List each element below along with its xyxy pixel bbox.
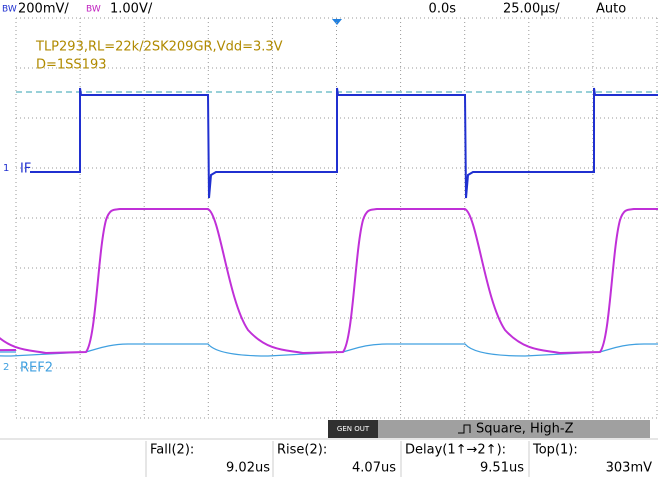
scope-screen: BW 200mV/ BW 1.00V/ 0.0s 25.00µs/ Auto T… <box>0 0 658 477</box>
measurements: Fall(2): 9.02us Rise(2): 4.07us Delay(1↑→2↑)… <box>146 441 652 477</box>
ref-label: REF2 <box>20 361 53 376</box>
gen-setting: Square, High-Z <box>476 422 574 437</box>
ch2-trace <box>0 209 658 353</box>
measurement-value: 9.02us <box>226 461 270 476</box>
ch1-bw: BW <box>2 5 17 15</box>
scope-display: BW 200mV/ BW 1.00V/ 0.0s 25.00µs/ Auto T… <box>0 0 658 477</box>
graticule <box>16 18 658 418</box>
ch1-label: IF <box>20 162 31 177</box>
time-scale: 25.00µs/ <box>503 2 560 17</box>
trigger-mode: Auto <box>596 2 626 17</box>
annotation: D=1SS193 <box>36 58 107 73</box>
measurement-label: Delay(1↑→2↑): <box>405 443 506 458</box>
ch2-bw: BW <box>86 5 101 15</box>
gen-out-label: GEN OUT <box>337 425 370 433</box>
measurement-value: 303mV <box>606 461 652 476</box>
ch1-marker: 1 <box>3 163 9 174</box>
ch1-trace <box>30 88 658 198</box>
ch1-scale: 200mV/ <box>18 2 69 17</box>
annotation: TLP293,RL=22k/2SK209GR,Vdd=3.3V <box>35 40 283 55</box>
measurement-value: 4.07us <box>352 461 396 476</box>
time-offset: 0.0s <box>429 2 457 17</box>
ref2-trace <box>0 344 658 356</box>
measurement-label: Fall(2): <box>150 443 194 458</box>
measurement-value: 9.51us <box>480 461 524 476</box>
measurement-label: Rise(2): <box>277 443 327 458</box>
measurement-label: Top(1): <box>532 443 578 458</box>
ref-marker: 2 <box>3 362 9 373</box>
ch2-scale: 1.00V/ <box>110 2 153 17</box>
